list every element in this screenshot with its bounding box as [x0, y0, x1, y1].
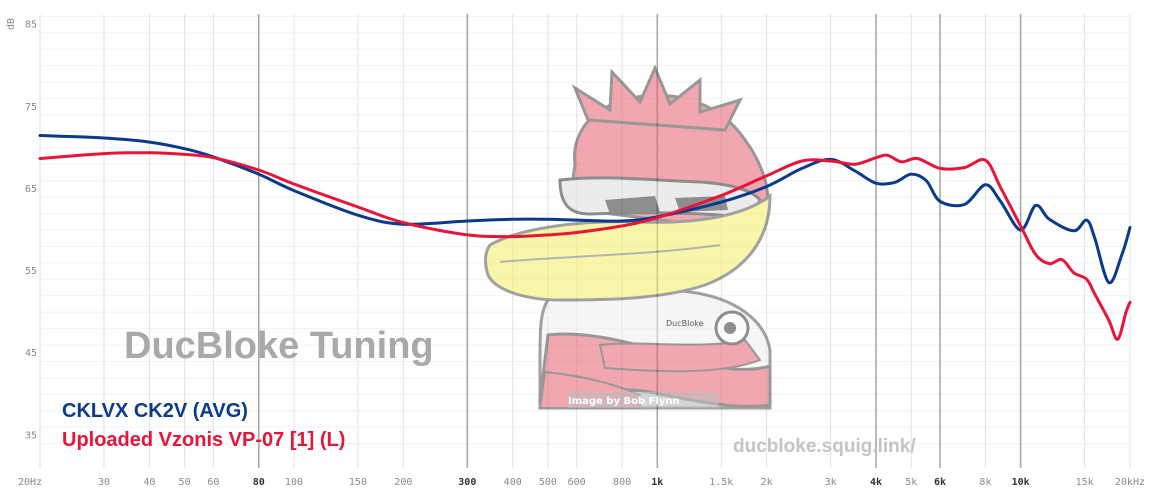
brand-watermark: DucBloke Tuning — [124, 325, 434, 367]
x-tick-label: 10k — [1012, 477, 1030, 488]
y-tick-label: 55 — [25, 266, 37, 277]
x-tick-label: 20kHz — [1115, 477, 1145, 488]
legend: CKLVX CK2V (AVG) Uploaded Vzonis VP-07 [1… — [62, 400, 345, 451]
image-credit: Image by Bob Flynn — [568, 396, 680, 407]
x-tick-label: 200 — [394, 477, 412, 488]
series — [38, 134, 1132, 341]
url-watermark: ducbloke.squig.link/ — [733, 436, 916, 457]
legend-entry-0: CKLVX CK2V (AVG) — [62, 400, 248, 422]
x-tick-label: 1.5k — [709, 477, 733, 488]
x-tick-label: 5k — [905, 477, 917, 488]
x-tick-label: 800 — [613, 477, 631, 488]
x-tick-label: 50 — [179, 477, 191, 488]
x-axis: 20Hz 30 40 50 60 80 100 150 200 300 400 500 600 800 1k… — [18, 477, 1145, 488]
x-tick-label: 100 — [285, 477, 303, 488]
x-tick-label: 400 — [504, 477, 522, 488]
x-tick-label: 8k — [979, 477, 991, 488]
x-tick-label: 4k — [870, 477, 882, 488]
x-tick-label: 150 — [349, 477, 367, 488]
y-tick-label: 65 — [25, 184, 37, 195]
x-tick-label: 60 — [207, 477, 219, 488]
x-tick-label: 20Hz — [18, 477, 42, 488]
x-tick-label: 15k — [1076, 477, 1094, 488]
x-tick-label: 3k — [825, 477, 837, 488]
y-axis-label: dB — [6, 18, 17, 30]
x-tick-label: 40 — [143, 477, 155, 488]
x-tick-label: 2k — [761, 477, 773, 488]
y-tick-label: 45 — [25, 348, 37, 359]
y-tick-label: 85 — [25, 20, 37, 31]
x-tick-label: 80 — [253, 477, 265, 488]
series-line-1 — [38, 151, 1132, 341]
x-tick-label: 500 — [539, 477, 557, 488]
x-tick-label: 30 — [98, 477, 110, 488]
x-tick-label: 6k — [934, 477, 946, 488]
duck-mascot-icon — [484, 64, 772, 410]
x-tick-label: 600 — [568, 477, 586, 488]
mascot-tag: DucBloke — [666, 319, 704, 328]
x-tick-label: 1k — [651, 477, 663, 488]
y-tick-label: 35 — [25, 430, 37, 441]
y-axis: dB 35 45 55 65 75 85 — [6, 18, 37, 441]
y-tick-label: 75 — [25, 102, 37, 113]
legend-entry-1: Uploaded Vzonis VP-07 [1] (L) — [62, 429, 345, 451]
x-tick-label: 300 — [458, 477, 476, 488]
